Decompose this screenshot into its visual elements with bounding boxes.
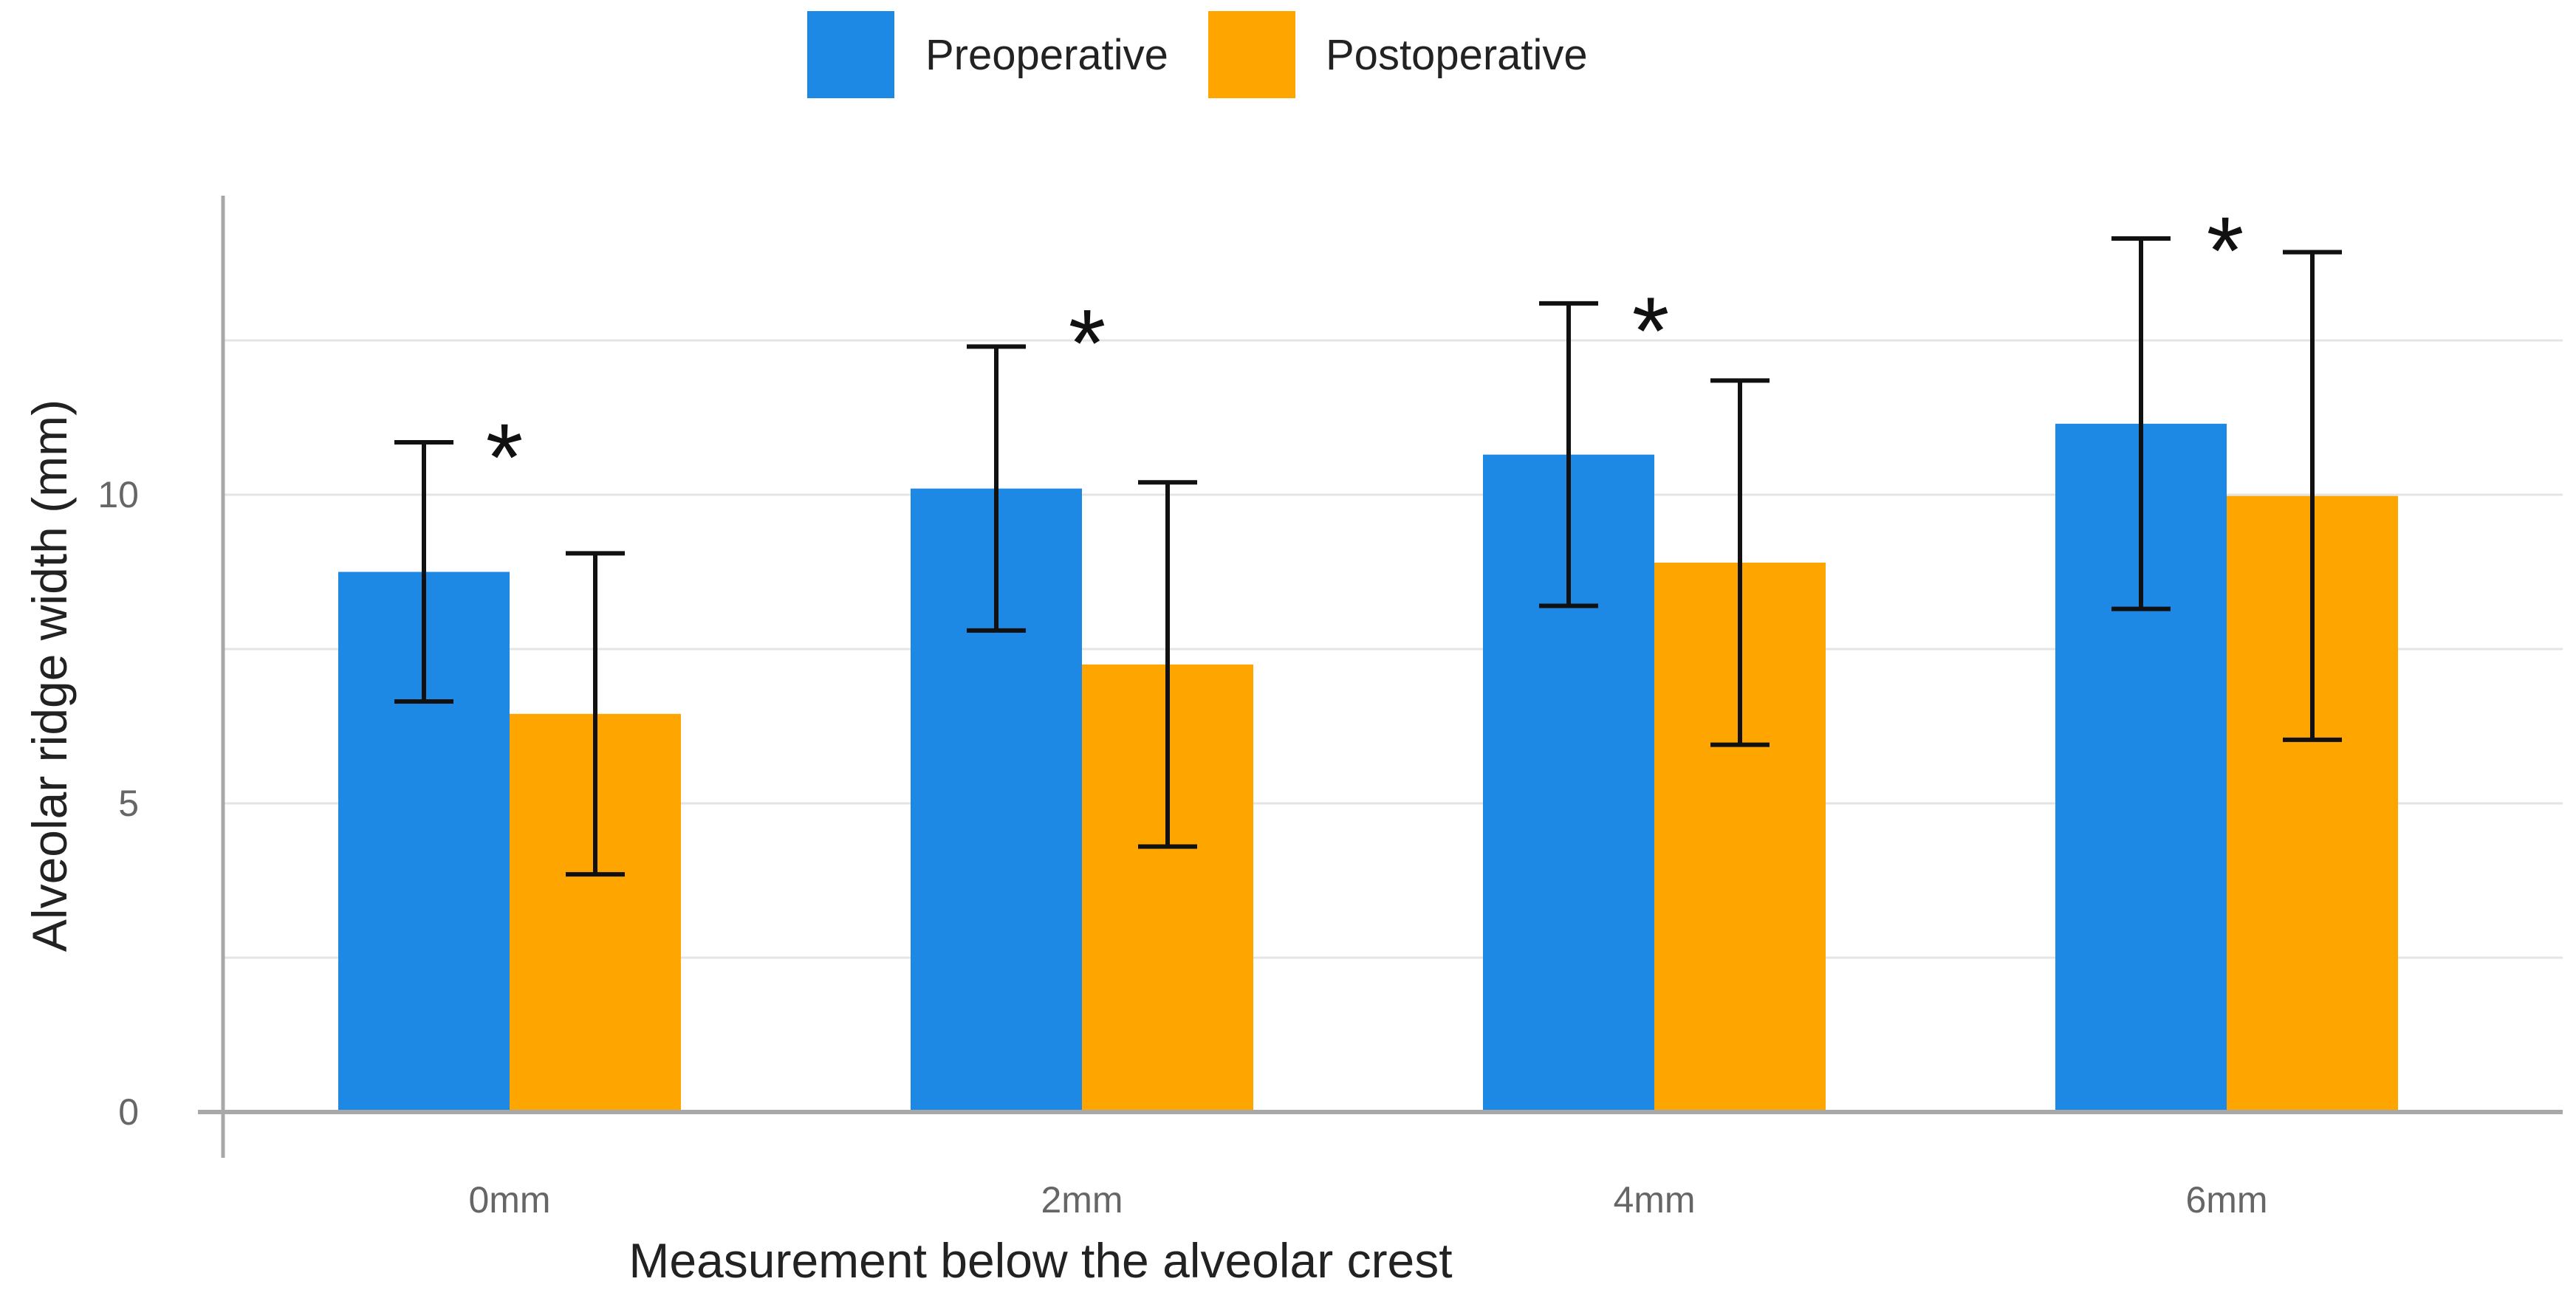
x-tick-label: 0mm bbox=[468, 1179, 550, 1221]
x-axis-title: Measurement below the alveolar crest bbox=[628, 1233, 1452, 1288]
legend-swatch-preoperative bbox=[807, 11, 894, 98]
x-tick-label: 6mm bbox=[2185, 1179, 2267, 1221]
x-tick-label: 2mm bbox=[1041, 1179, 1123, 1221]
legend-label-preoperative: Preoperative bbox=[925, 31, 1168, 79]
error-bars-layer bbox=[394, 236, 2342, 877]
legend: Preoperative Postoperative bbox=[807, 11, 1588, 98]
y-tick-label: 10 bbox=[97, 474, 139, 515]
legend-swatch-postoperative bbox=[1208, 11, 1295, 98]
x-tick-label: 4mm bbox=[1613, 1179, 1695, 1221]
y-tick-label: 0 bbox=[118, 1091, 139, 1133]
significance-marker: * bbox=[1632, 277, 1670, 385]
significance-marker: * bbox=[1069, 289, 1106, 397]
labels-layer: 0 5 10 0mm 2mm 4mm 6mm Measurement below the al… bbox=[22, 196, 2268, 1288]
legend-label-postoperative: Postoperative bbox=[1326, 31, 1588, 79]
y-axis-title: Alveolar ridge width (mm) bbox=[22, 399, 77, 952]
y-tick-label: 5 bbox=[118, 783, 139, 824]
bars-layer bbox=[338, 423, 2398, 1112]
significance-marker: * bbox=[486, 403, 524, 511]
axes bbox=[198, 196, 2563, 1158]
significance-marker: * bbox=[2207, 196, 2244, 304]
